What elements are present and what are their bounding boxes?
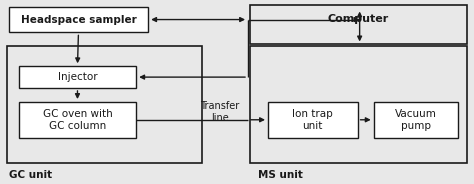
Bar	[7, 46, 202, 163]
Text: Injector: Injector	[58, 72, 97, 82]
Text: GC unit: GC unit	[9, 170, 52, 180]
Bar	[250, 5, 467, 44]
Bar	[268, 102, 358, 138]
Text: MS unit: MS unit	[258, 170, 303, 180]
Text: GC oven with
GC column: GC oven with GC column	[43, 109, 112, 131]
Bar	[18, 102, 137, 138]
Text: Headspace sampler: Headspace sampler	[20, 15, 137, 24]
Text: Vacuum
pump: Vacuum pump	[395, 109, 437, 131]
Bar	[250, 46, 467, 163]
Text: Ion trap
unit: Ion trap unit	[292, 109, 333, 131]
Bar	[18, 66, 137, 88]
Text: Computer: Computer	[327, 14, 388, 24]
Bar	[374, 102, 458, 138]
Bar	[9, 7, 148, 32]
Text: Transfer
line: Transfer line	[201, 101, 240, 123]
